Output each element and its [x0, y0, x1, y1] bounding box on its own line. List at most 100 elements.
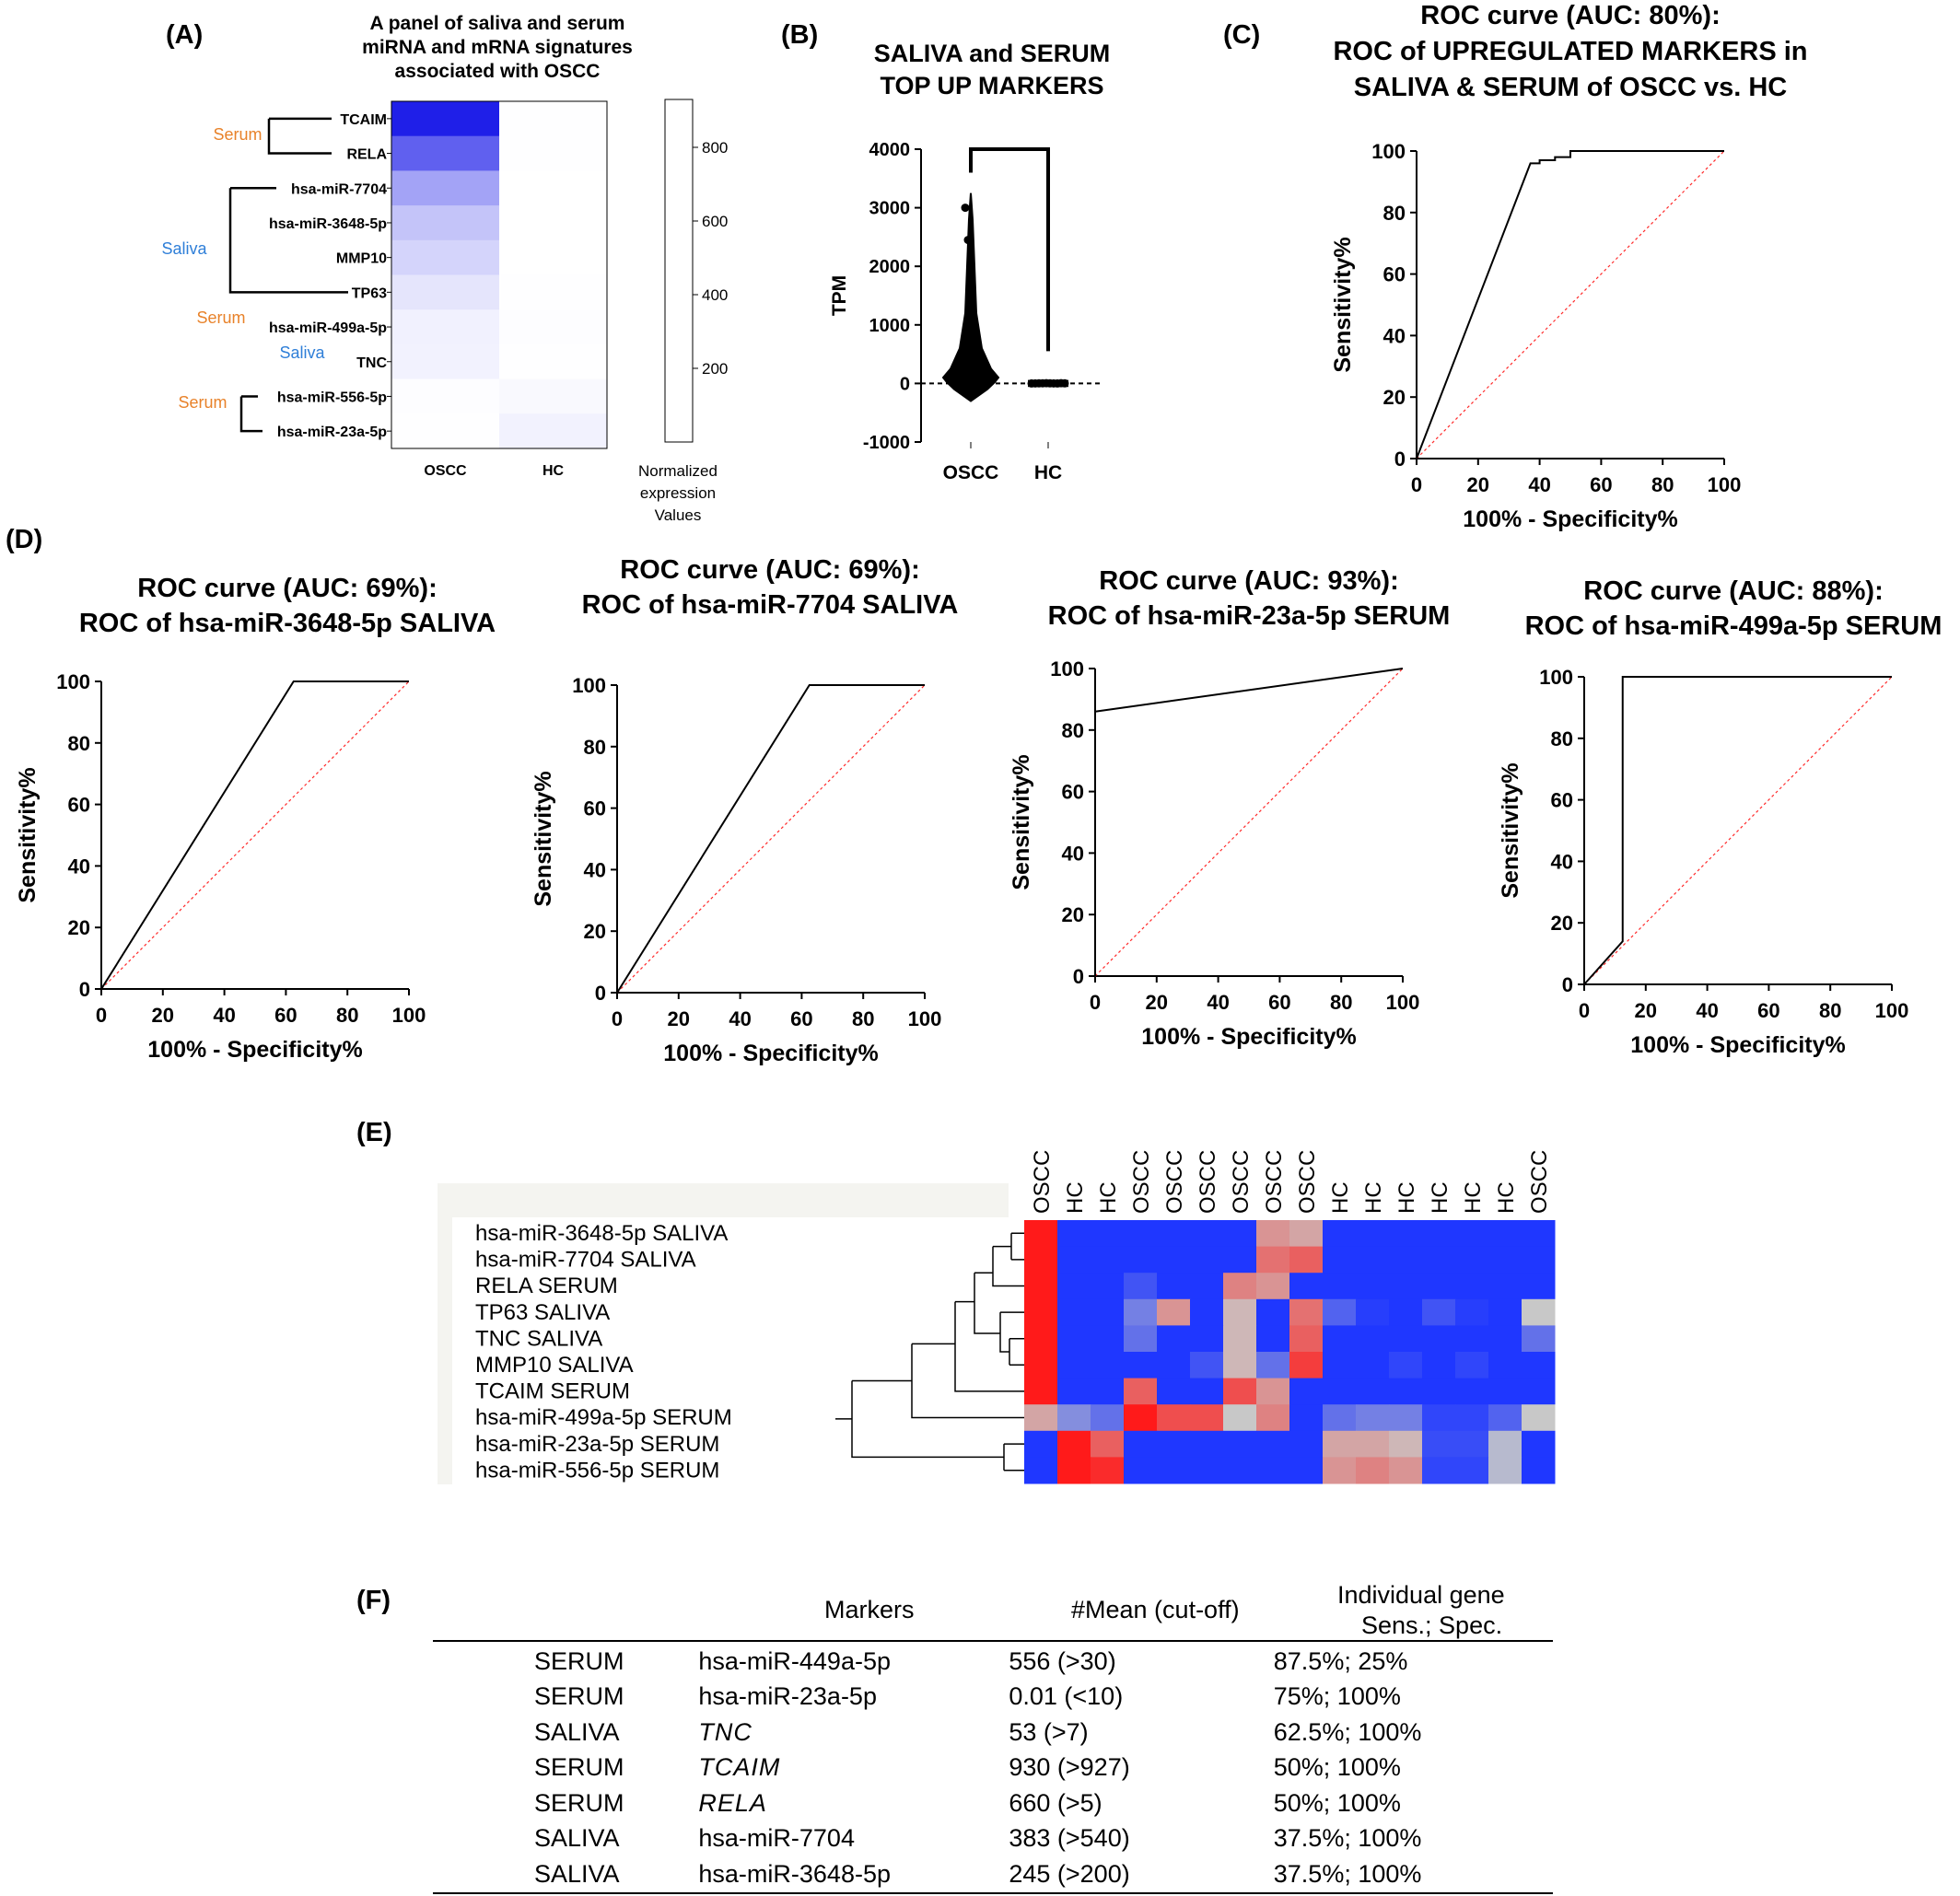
heatmap-e-row-label: RELA SERUM — [475, 1274, 618, 1298]
heatmap-e-cell — [1455, 1430, 1489, 1458]
heatmap-a-row-label: TCAIM — [340, 112, 387, 128]
heatmap-e-cell — [1223, 1352, 1257, 1379]
heatmap-e-row-label: hsa-miR-7704 SALIVA — [475, 1248, 696, 1273]
heatmap-e-cell — [1422, 1220, 1456, 1248]
roc-d4-title: ROC curve (AUC: 88%): — [1583, 576, 1884, 606]
heatmap-e-cell — [1323, 1298, 1357, 1326]
heatmap-e-col-label: OSCC — [1295, 1150, 1320, 1214]
violin-hc-point — [1060, 378, 1069, 388]
roc-d1-y-tick-label: 20 — [68, 916, 90, 939]
heatmap-e-cell — [1389, 1298, 1423, 1326]
heatmap-e-col-label: HC — [1461, 1181, 1486, 1214]
table-cell-mean: 245 (>200) — [1009, 1859, 1130, 1888]
heatmap-e-cell — [1488, 1246, 1522, 1274]
table-cell-sens-spec: 87.5%; 25% — [1273, 1646, 1408, 1675]
roc-d4-reference-line — [1583, 676, 1893, 985]
heatmap-e-cell — [1157, 1430, 1191, 1458]
heatmap-e-cell — [1389, 1220, 1423, 1248]
table-cell-marker: hsa-miR-23a-5p — [698, 1682, 877, 1711]
heatmap-e-cell — [1157, 1273, 1191, 1300]
violin-title: TOP UP MARKERS — [880, 72, 1103, 99]
heatmap-a-cell — [499, 413, 607, 449]
heatmap-e-cell — [1256, 1457, 1290, 1484]
heatmap-e-cell — [1256, 1352, 1290, 1379]
violin-oscc — [941, 192, 1000, 402]
heatmap-e-cell — [1522, 1325, 1556, 1353]
heatmap-e-cell — [1522, 1273, 1556, 1300]
heatmap-e-cell — [1522, 1404, 1556, 1432]
heatmap-e-cell — [1223, 1457, 1257, 1484]
heatmap-e-cell — [1124, 1273, 1158, 1300]
heatmap-e-cell — [1124, 1220, 1158, 1248]
heatmap-e-cell — [1223, 1273, 1257, 1300]
heatmap-e-cell — [1455, 1378, 1489, 1405]
heatmap-e-cell — [1024, 1246, 1058, 1274]
heatmap-e-cell — [1422, 1273, 1456, 1300]
roc-d1-y-tick-label: 0 — [79, 978, 90, 1001]
heatmap-e-cell — [1488, 1352, 1522, 1379]
colorbar-tick-label: 800 — [702, 139, 728, 157]
heatmap-a-cell — [391, 239, 499, 275]
heatmap-e-cell — [1024, 1404, 1058, 1432]
roc-d4-y-tick-label: 40 — [1551, 850, 1573, 873]
heatmap-e-cell — [1223, 1430, 1257, 1458]
heatmap-e-col-label: OSCC — [1196, 1150, 1220, 1214]
roc-d3-y-tick-label: 80 — [1062, 719, 1084, 742]
heatmap-e-cell — [1157, 1246, 1191, 1274]
heatmap-e-cell — [1091, 1298, 1125, 1326]
heatmap-e-cell — [1422, 1430, 1456, 1458]
violin-significance-bracket — [969, 147, 1050, 352]
heatmap-e-cell — [1356, 1457, 1390, 1484]
panel-d-roc-grid: ROC curve (AUC: 69%): ROC of hsa-miR-3648… — [15, 555, 1942, 1066]
roc-c-title: SALIVA & SERUM of OSCC vs. HC — [1354, 73, 1788, 102]
heatmap-a-row-label: TP63 — [352, 285, 387, 301]
roc-d4-roc-curve — [1583, 676, 1892, 985]
table-row: SALIVA TNC 53 (>7) 62.5%; 100% — [433, 1715, 1557, 1751]
roc-d1-x-tick-label: 60 — [274, 1004, 297, 1027]
roc-d1-x-tick-label: 40 — [213, 1004, 235, 1027]
roc-d4-y-label: Sensitivity% — [1498, 762, 1523, 898]
violin-title: SALIVA and SERUM — [874, 40, 1111, 67]
heatmap-e-cell — [1091, 1273, 1125, 1300]
heatmap-a-dendrogram — [267, 117, 332, 155]
heatmap-a-group-label: Serum — [196, 308, 245, 327]
table-cell-sample: SERUM — [534, 1788, 624, 1817]
heatmap-e-row-label: hsa-miR-499a-5p SERUM — [475, 1405, 732, 1430]
heatmap-e-row-label: MMP10 SALIVA — [475, 1353, 634, 1378]
heatmap-e-cell — [1223, 1220, 1257, 1248]
heatmap-e-cell — [1389, 1457, 1423, 1484]
header-markers: Markers — [824, 1596, 915, 1623]
heatmap-e-cell — [1356, 1352, 1390, 1379]
table-cell-sens-spec: 75%; 100% — [1273, 1682, 1401, 1711]
heatmap-a-cell — [499, 309, 607, 345]
table-bottom-rule — [433, 1891, 1553, 1894]
table-cell-marker: hsa-miR-3648-5p — [698, 1859, 891, 1888]
roc-c-title: ROC curve (AUC: 80%): — [1420, 1, 1721, 30]
heatmap-a-row-label: hsa-miR-499a-5p — [269, 320, 387, 336]
table-header: Markers #Mean (cut-off) Individual gene … — [433, 1570, 1557, 1640]
heatmap-e-cell — [1124, 1430, 1158, 1458]
table-cell-mean: 556 (>30) — [1009, 1646, 1116, 1675]
table-row: SALIVA hsa-miR-7704 383 (>540) 37.5%; 100% — [433, 1821, 1557, 1857]
violin-y-label: TPM — [829, 275, 850, 316]
roc-c-y-label: Sensitivity% — [1330, 237, 1356, 372]
table-cell-sample: SERUM — [534, 1753, 624, 1782]
table-row: SERUM TCAIM 930 (>927) 50%; 100% — [433, 1751, 1557, 1786]
table-cell-mean: 383 (>540) — [1009, 1824, 1130, 1853]
roc-c-y-tick-label: 20 — [1383, 386, 1406, 409]
roc-d2-y-tick-label: 100 — [572, 674, 606, 697]
roc-c-x-label: 100% - Specificity% — [1463, 506, 1677, 532]
heatmap-e-cell — [1455, 1352, 1489, 1379]
heatmap-e-cell — [1356, 1378, 1390, 1405]
heatmap-e-cell — [1256, 1220, 1290, 1248]
heatmap-e-cell — [1057, 1298, 1091, 1326]
heatmap-e-col-label: HC — [1494, 1181, 1519, 1214]
heatmap-e-cell — [1124, 1404, 1158, 1432]
heatmap-e-cell — [1455, 1457, 1489, 1484]
heatmap-a-cell — [391, 413, 499, 449]
heatmap-a-cell — [499, 274, 607, 310]
heatmap-e-cell — [1124, 1352, 1158, 1379]
heatmap-e-cell — [1256, 1325, 1290, 1353]
heatmap-e-cell — [1356, 1246, 1390, 1274]
